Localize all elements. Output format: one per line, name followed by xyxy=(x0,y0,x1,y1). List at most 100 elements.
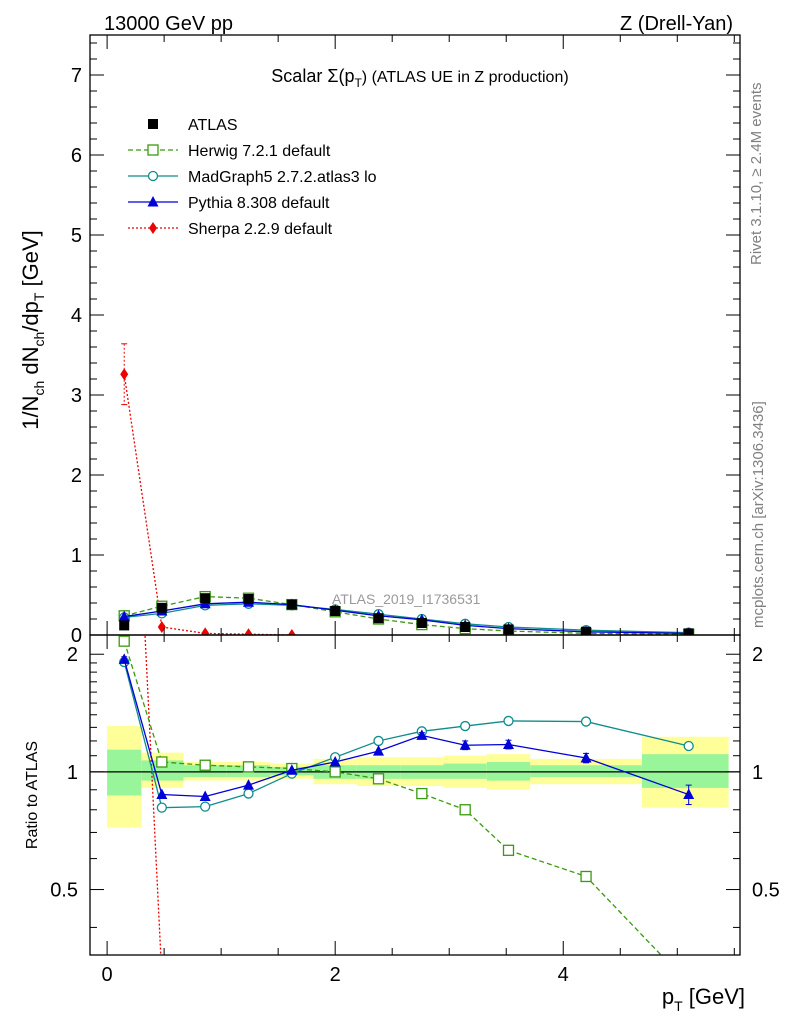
ratio-madgraph-point xyxy=(200,801,211,812)
rivet-version-label: Rivet 3.1.10, ≥ 2.4M events xyxy=(748,83,765,266)
main-ytick-label: 6 xyxy=(71,145,82,167)
xlabel-a: p xyxy=(662,984,674,1009)
ratio-ytick-label-right: 2 xyxy=(752,644,763,666)
ratio-herwig-point xyxy=(502,844,515,856)
legend-label-sherpa: Sherpa 2.2.9 default xyxy=(188,221,333,238)
ratio-madgraph-point xyxy=(503,715,514,727)
header-right: Z (Drell-Yan) xyxy=(620,13,733,35)
main-title-rest: ) (ATLAS UE in Z production) xyxy=(362,69,569,86)
ratio-pythia-point xyxy=(286,764,298,775)
ratio-band-inner xyxy=(107,749,142,796)
main-ytick-label: 1 xyxy=(71,545,82,567)
ratio-axis-ticks: 0.5 0.5 1 1 2 2 0 2 4 xyxy=(50,635,780,986)
ratio-pythia-point xyxy=(118,653,130,664)
ratio-panel: 0.5 0.5 1 1 2 2 0 2 4 xyxy=(50,634,780,986)
ratio-herwig-point xyxy=(416,787,428,800)
main-pythia-line xyxy=(124,601,689,635)
ratio-ytick-label-right: 1 xyxy=(752,762,763,784)
ylabel-b: dN xyxy=(18,347,43,381)
ylabel-b-sub: ch xyxy=(31,332,47,347)
main-sherpa-point xyxy=(157,621,166,633)
ylabel-c-sub: T xyxy=(31,292,47,301)
ratio-madgraph-point xyxy=(683,740,694,752)
main-atlas-point xyxy=(243,594,254,604)
main-ytick-label: 0 xyxy=(71,625,82,647)
main-axis-ticks: 0 1 2 3 4 5 6 7 xyxy=(71,35,740,647)
ratio-ytick-label: 2 xyxy=(67,644,78,666)
ratio-madgraph-point xyxy=(373,735,384,747)
main-title-main: Scalar Σ(p xyxy=(271,66,354,86)
ratio-band-inner xyxy=(183,765,227,778)
ratio-ytick-label: 1 xyxy=(67,762,78,784)
ratio-madgraph-point xyxy=(156,802,167,813)
main-title-sub: T xyxy=(354,76,362,90)
main-ytick-label: 4 xyxy=(71,305,82,327)
ratio-ylabel: Ratio to ATLAS xyxy=(24,741,41,849)
ratio-xtick-label: 2 xyxy=(330,964,341,986)
ratio-herwig-point xyxy=(242,761,255,773)
ylabel-a: 1/N xyxy=(18,396,43,430)
main-herwig-line xyxy=(124,595,689,635)
main-atlas-point xyxy=(460,622,471,632)
main-atlas-point xyxy=(156,602,167,613)
main-ytick-label: 3 xyxy=(71,385,82,407)
main-ytick-label: 7 xyxy=(71,65,82,87)
main-atlas-point xyxy=(683,628,694,635)
legend: ATLAS Herwig 7.2.1 default MadGraph5 2.7.2… xyxy=(128,117,377,238)
legend-marker-sherpa xyxy=(149,222,157,234)
ratio-pythia-point xyxy=(329,755,341,767)
ratio-pythia-point xyxy=(503,738,515,750)
main-ytick-label: 5 xyxy=(71,225,82,247)
main-atlas-point xyxy=(503,624,514,635)
ylabel-d: [GeV] xyxy=(18,230,43,292)
main-atlas-point xyxy=(286,599,297,610)
ratio-madgraph-point xyxy=(460,720,471,732)
ratio-pythia-point xyxy=(416,729,428,740)
main-atlas-point xyxy=(373,613,384,624)
legend-marker-pythia xyxy=(147,196,159,207)
ratio-ytick-label: 0.5 xyxy=(50,880,78,902)
ratio-band-inner xyxy=(530,765,642,778)
ratio-bands xyxy=(90,726,740,828)
main-title: Scalar Σ(pT) (ATLAS UE in Z production) xyxy=(271,66,568,90)
ylabel-a-sub: ch xyxy=(31,381,47,396)
main-sherpa-point xyxy=(287,629,296,635)
legend-marker-herwig xyxy=(147,144,159,156)
main-sherpa-point xyxy=(120,368,129,381)
main-sherpa-point xyxy=(244,628,253,635)
ratio-pythia-point xyxy=(373,745,385,756)
ratio-herwig-point xyxy=(329,766,341,778)
ratio-ytick-label-right: 0.5 xyxy=(752,880,780,902)
ratio-pythia-point xyxy=(459,739,471,750)
ratio-herwig-point xyxy=(118,635,130,647)
ratio-pythia-point xyxy=(243,779,255,790)
legend-marker-madgraph xyxy=(147,170,159,182)
main-atlas-point xyxy=(200,593,211,604)
ratio-herwig-point xyxy=(372,773,385,785)
ratio-band-inner xyxy=(443,763,487,779)
legend-label-madgraph: MadGraph5 2.7.2.atlas3 lo xyxy=(188,169,377,186)
legend-marker-atlas xyxy=(148,119,158,129)
ratio-xtick-label: 0 xyxy=(102,964,113,986)
main-ylabel: 1/Nch dNch/dpT [GeV] xyxy=(18,230,47,430)
ratio-herwig-point xyxy=(199,759,211,771)
ratio-pythia-point xyxy=(683,788,695,800)
ratio-frame xyxy=(89,634,741,956)
ratio-pythia-point xyxy=(199,790,211,802)
ylabel-c: /dp xyxy=(18,301,43,332)
legend-label-atlas: ATLAS xyxy=(188,117,238,134)
watermark: ATLAS_2019_I1736531 xyxy=(332,591,481,607)
main-atlas-point xyxy=(119,620,130,631)
ratio-madgraph-point xyxy=(243,788,254,799)
main-atlas-point xyxy=(416,618,427,628)
main-panel: 0 1 2 3 4 5 6 7 Scalar Σ(pT) (ATLAS UE in Z pro… xyxy=(71,34,741,647)
ratio-xtick-label: 4 xyxy=(558,964,569,986)
main-pythia-point xyxy=(118,610,130,622)
ratio-madgraph-line xyxy=(123,661,689,809)
xlabel-b: [GeV] xyxy=(683,984,745,1009)
main-atlas-point xyxy=(330,606,341,616)
ratio-band-inner xyxy=(641,754,729,788)
ratio-sherpa-line xyxy=(144,635,162,955)
header-left: 13000 GeV pp xyxy=(104,13,233,35)
ratio-pythia-point xyxy=(156,788,168,800)
